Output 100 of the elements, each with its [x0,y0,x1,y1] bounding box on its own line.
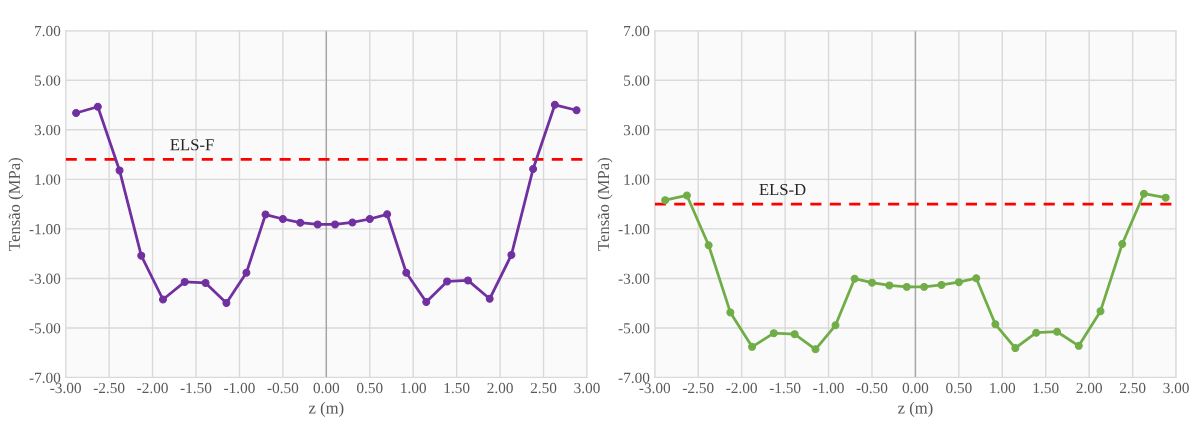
y-tick-label: -5.00 [618,323,650,334]
x-tick-label: 1.00 [401,382,426,394]
point [867,278,876,287]
point [1074,341,1083,350]
y-tick-label: 7.00 [624,25,650,37]
y-tick-label: -5.00 [29,323,61,334]
ref-line-label: ELS-F [170,139,214,151]
x-tick-label: 0.00 [902,382,929,394]
point [443,277,452,286]
point [790,330,799,339]
y-tick-label: -1.00 [618,224,650,235]
point [1118,240,1127,249]
point [1011,344,1020,353]
x-tick-label: -1.00 [224,382,255,394]
point [769,329,778,338]
x-tick-label: 0.50 [356,382,383,394]
point [201,278,210,287]
point [1032,328,1041,337]
point [313,220,322,229]
point [831,321,840,330]
y-tick-label: -3.00 [29,273,61,284]
x-tick-label: -2.50 [682,382,714,394]
x-tick-label: 2.00 [1076,382,1102,394]
x-tick-label: -3.00 [50,382,81,394]
point [529,164,538,173]
x-tick-label: 0.00 [313,382,340,394]
point [902,282,911,291]
x-tick-label: -1.00 [813,382,844,394]
point [348,218,357,227]
point [93,102,102,111]
y-tick-label: 1.00 [35,174,61,185]
point [383,210,392,219]
point [115,166,124,175]
point [422,297,431,306]
point [748,342,757,351]
x-tick-label: 1.00 [990,382,1016,394]
x-tick-label: -1.50 [180,382,212,394]
y-tick-label: -1.00 [29,224,61,235]
x-axis-title: z (m) [898,401,933,417]
ref-line-label: ELS-D [759,183,806,196]
y-tick-label: 3.00 [34,124,61,136]
x-tick-label: 0.50 [946,382,972,394]
point [507,250,516,259]
point [920,282,929,291]
y-axis-title: Tensão (MPa) [597,158,613,251]
point [158,295,167,304]
point [726,308,735,317]
point [850,274,859,283]
y-tick-label: 5.00 [624,75,650,86]
point [180,277,189,286]
x-tick-label: 1.50 [1033,382,1059,394]
point [572,106,581,115]
point [1053,327,1062,336]
point [296,218,305,227]
point [811,345,820,354]
point [1161,193,1170,202]
point [72,108,81,117]
x-tick-label: 2.50 [530,382,557,394]
point [704,241,713,250]
point [402,268,411,277]
x-tick-label: -0.50 [267,382,299,394]
x-tick-label: -1.50 [769,382,801,394]
point [331,220,340,229]
x-tick-label: -2.50 [93,382,125,394]
x-tick-label: -2.00 [726,382,757,394]
y-tick-label: 5.00 [34,75,61,86]
point [278,215,287,223]
x-axis-title: z (m) [308,401,344,417]
point [550,100,559,109]
y-tick-label: 3.00 [623,124,650,136]
point [261,210,270,219]
point [1096,307,1105,316]
point [661,196,670,205]
x-tick-label: 2.50 [1119,382,1146,394]
point [991,320,1000,329]
point [365,215,374,223]
x-tick-label: -0.50 [856,382,888,394]
point [242,268,251,277]
x-tick-label: 1.50 [444,382,470,394]
y-tick-label: -7.00 [618,372,650,384]
x-tick-label: 2.00 [487,382,513,394]
y-tick-label: -7.00 [29,372,61,384]
point [682,191,691,200]
point [463,276,472,285]
x-tick-label: 3.00 [574,382,600,394]
y-tick-label: 7.00 [35,25,61,37]
point [1139,189,1148,198]
y-axis-title: Tensão (MPa) [8,158,24,251]
y-tick-label: -3.00 [618,273,650,284]
point [885,281,894,290]
x-tick-label: -2.00 [137,382,168,394]
x-tick-label: 3.00 [1163,382,1189,394]
point [954,278,963,287]
point [137,251,146,260]
point [937,280,946,289]
point [485,294,494,303]
y-tick-label: 1.00 [624,174,650,185]
point [222,298,231,307]
point [972,274,981,283]
x-tick-label: -3.00 [639,382,671,394]
